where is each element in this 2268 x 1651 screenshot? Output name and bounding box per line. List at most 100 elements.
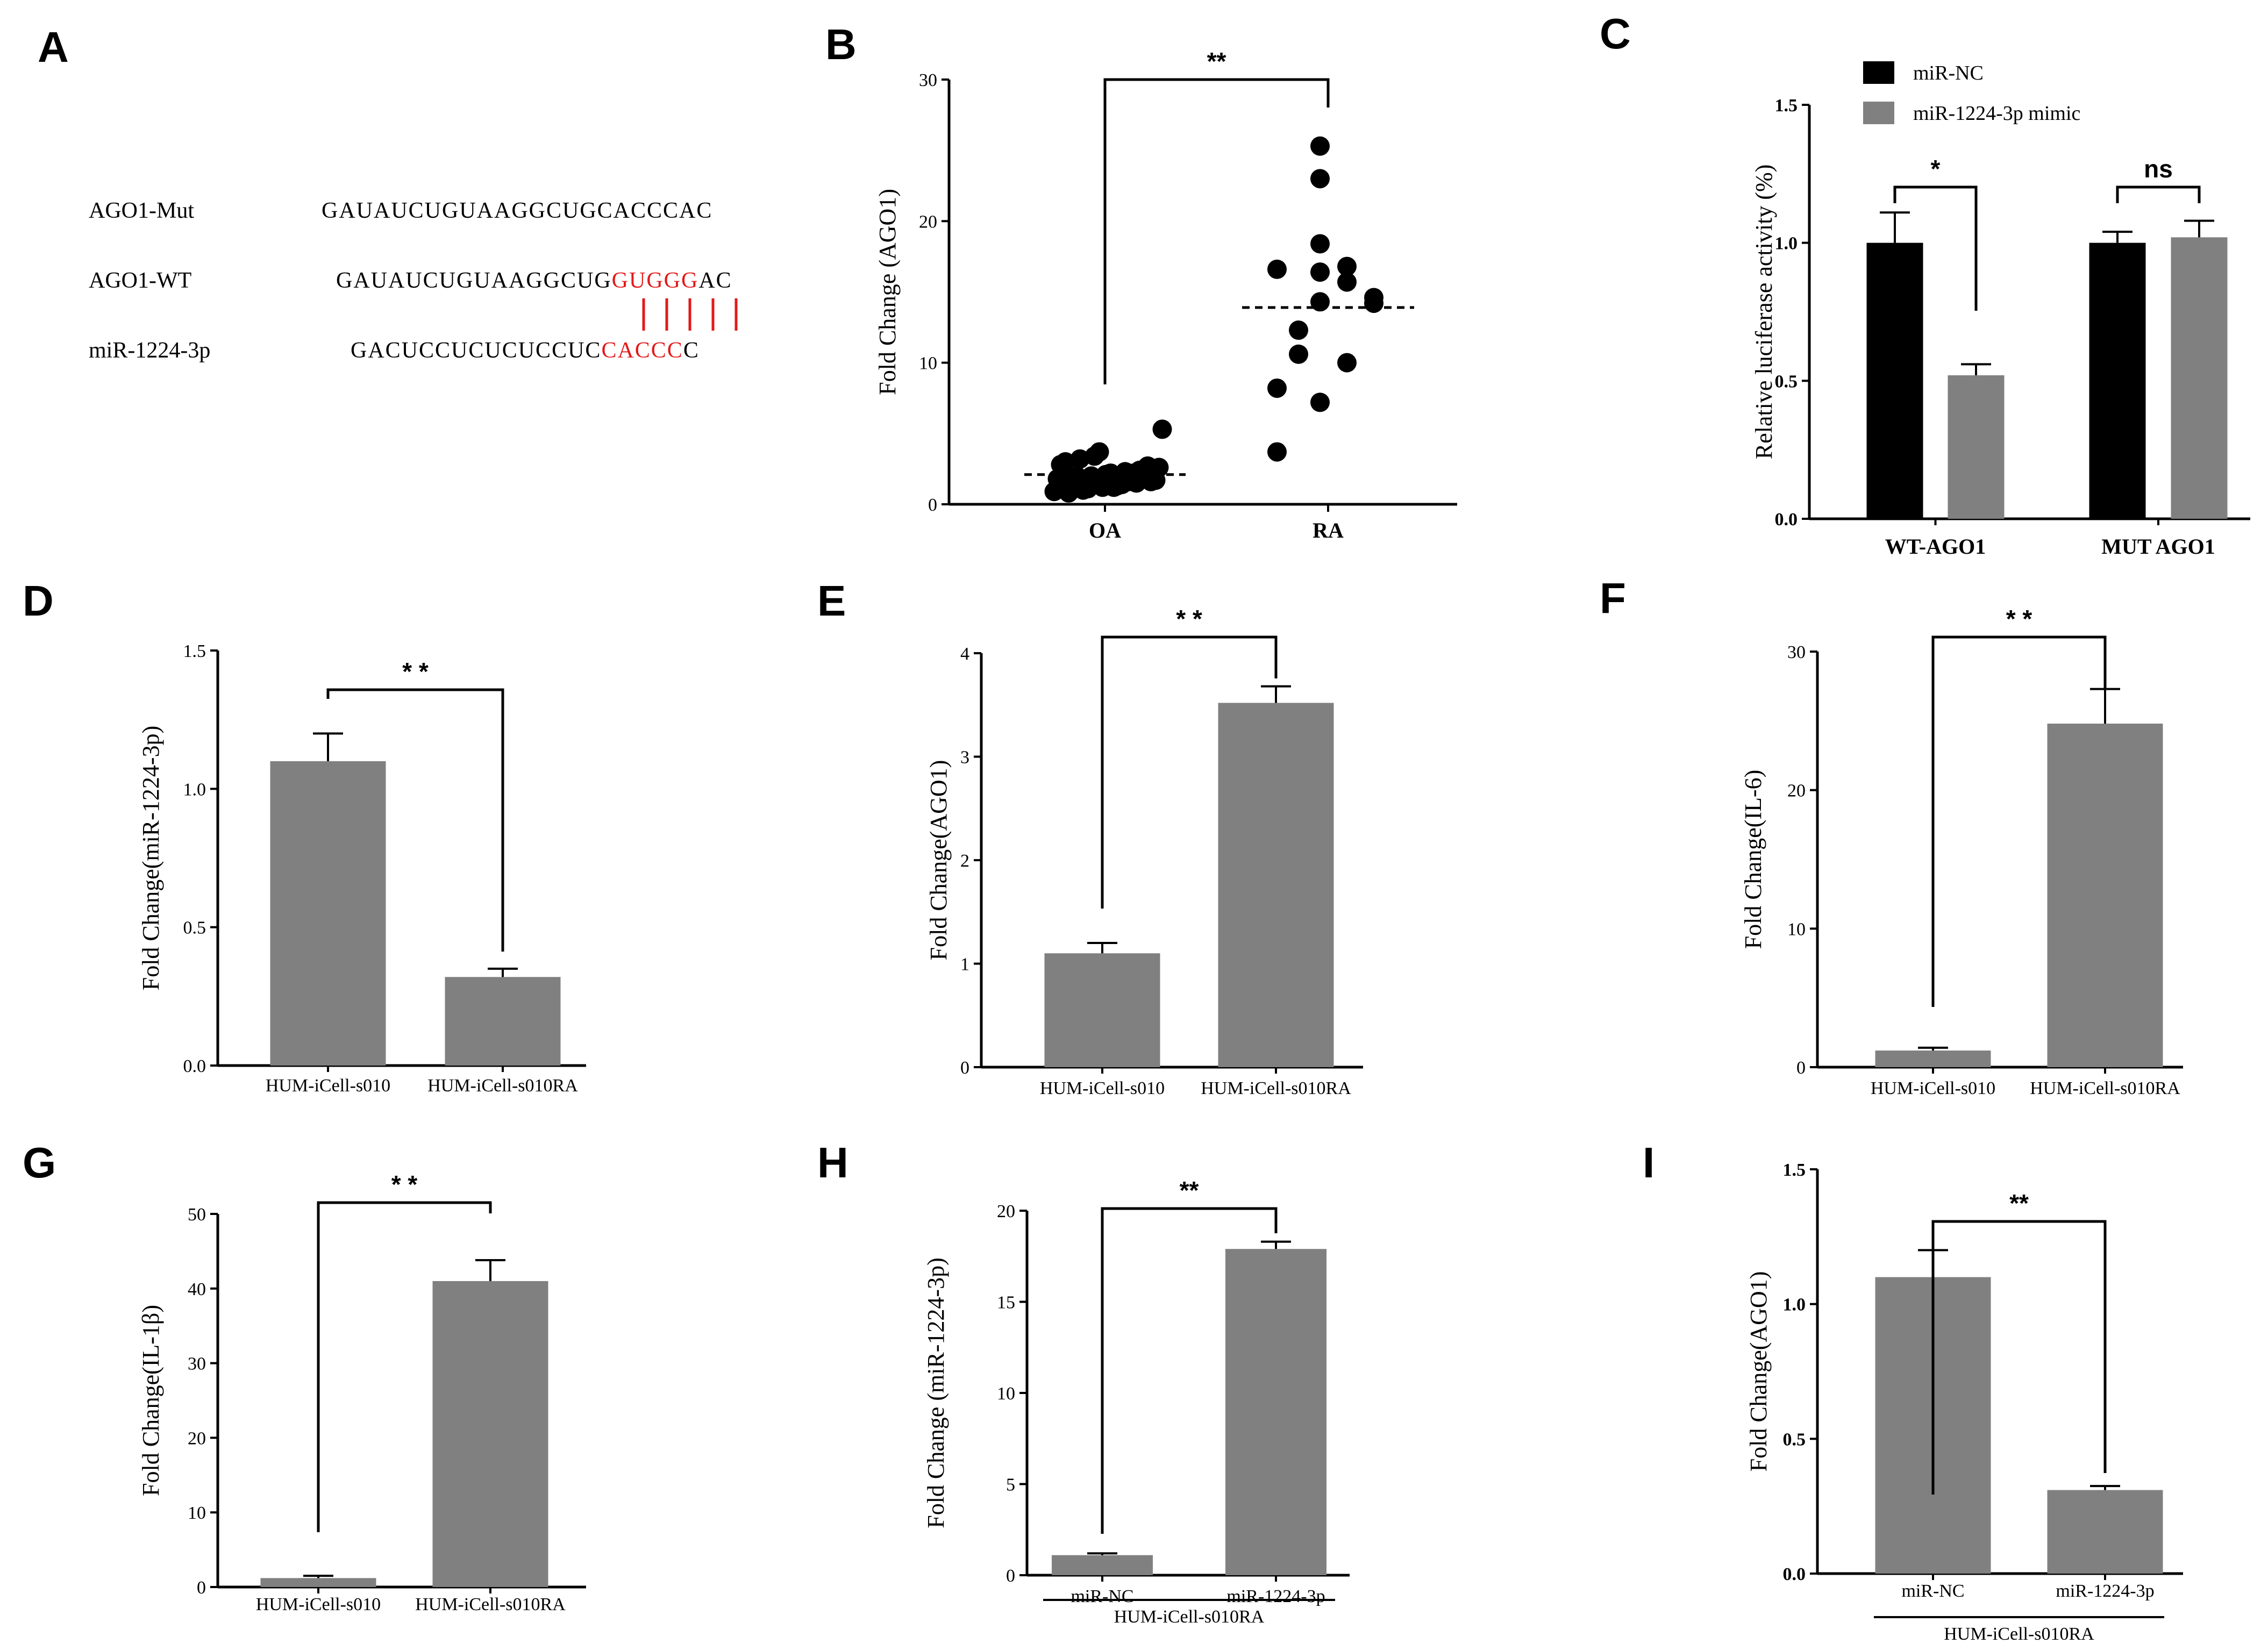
panel-label-A: A [38, 23, 69, 71]
x-category-label: miR-1224-3p [1226, 1586, 1325, 1606]
significance-bracket [2116, 185, 2201, 203]
y-tick-label: 1.5 [1775, 96, 1798, 116]
y-tick-label: 10 [1787, 919, 1806, 939]
data-point [1310, 262, 1330, 282]
group-label: HUM-iCell-s010RA [1944, 1624, 2094, 1644]
y-tick-label: 30 [919, 70, 937, 90]
seed-match-segment: GUGGG [612, 268, 699, 293]
panel-label-F: F [1600, 574, 1626, 622]
data-point [1337, 256, 1357, 276]
legend-swatch [1863, 61, 1894, 84]
bar [1225, 1249, 1326, 1575]
y-tick-label: 1.5 [183, 641, 206, 661]
data-point [1267, 378, 1287, 398]
x-category-label: HUM-iCell-s010 [256, 1595, 381, 1614]
seed-match-segment: CACCC [601, 338, 683, 363]
data-point [1067, 466, 1087, 486]
y-tick-label: 0.0 [1783, 1564, 1806, 1584]
x-category-label: HUM-iCell-s010 [1040, 1078, 1165, 1098]
bar [2047, 723, 2163, 1067]
y-tick-label: 5 [1006, 1475, 1015, 1495]
y-axis-label: Fold Change (miR-1224-3p) [923, 1257, 949, 1528]
bar [260, 1578, 376, 1587]
data-point [1289, 320, 1308, 340]
data-point [1152, 419, 1172, 439]
x-category-label: HUM-iCell-s010 [266, 1076, 390, 1096]
x-category-label: HUM-iCell-s010RA [2030, 1078, 2180, 1098]
bar [1218, 703, 1334, 1067]
significance-label: ** [2009, 1189, 2029, 1217]
data-point [1123, 463, 1143, 483]
bar [432, 1281, 548, 1587]
y-tick-label: 30 [188, 1354, 206, 1374]
x-category-label: miR-1224-3p [2056, 1581, 2154, 1601]
y-tick-label: 1.0 [183, 780, 206, 799]
data-point [1059, 483, 1079, 503]
x-category-label: HUM-iCell-s010RA [1201, 1078, 1351, 1098]
y-tick-label: 0 [960, 1058, 969, 1078]
data-point [1081, 466, 1101, 486]
x-category-label: miR-NC [1071, 1586, 1133, 1606]
sequence-segment: GAUAUCUGUAAGGCUGCACCCAC [322, 198, 712, 223]
y-tick-label: 20 [997, 1202, 1015, 1221]
sequence-text: GAUAUCUGUAAGGCUGCACCCAC [322, 198, 712, 223]
y-tick-label: 20 [1787, 781, 1806, 801]
panel-label-B: B [825, 20, 857, 68]
bar [2047, 1490, 2163, 1574]
y-tick-label: 1.5 [1783, 1160, 1806, 1180]
sequence-name: AGO1-WT [89, 268, 191, 293]
data-point [1310, 169, 1330, 189]
significance-bracket [326, 688, 504, 952]
y-tick-label: 1 [960, 955, 969, 975]
y-axis-label: Fold Change (AGO1) [874, 189, 901, 395]
sequence-name: miR-1224-3p [89, 338, 210, 363]
y-axis-label: Fold Change(IL-1β) [138, 1305, 164, 1496]
bar [1948, 375, 2005, 519]
significance-bracket [1931, 635, 2107, 1007]
panel-label-H: H [817, 1139, 848, 1187]
significance-label: * * [402, 657, 429, 685]
sequence-segment: AC [698, 268, 732, 293]
y-tick-label: 1.0 [1775, 234, 1798, 254]
significance-label: * * [1176, 605, 1202, 633]
y-tick-label: 0 [1006, 1566, 1015, 1586]
y-axis-label: Relative luciferase activity (%) [1751, 165, 1777, 460]
significance-bracket [1101, 1207, 1278, 1534]
data-point [1070, 449, 1090, 469]
data-point [1310, 136, 1330, 156]
x-category-label: miR-NC [1901, 1581, 1964, 1601]
significance-label: ns [2144, 155, 2173, 183]
group-label: HUM-iCell-s010RA [1114, 1607, 1265, 1627]
data-point [1337, 353, 1357, 373]
data-point [1289, 344, 1308, 364]
y-tick-label: 3 [960, 748, 969, 768]
panel-label-E: E [817, 577, 846, 625]
bar [1875, 1050, 1991, 1067]
y-axis-label: Fold Change(miR-1224-3p) [138, 726, 164, 991]
y-tick-label: 0.0 [183, 1056, 206, 1076]
x-category-label: RA [1313, 518, 1344, 542]
sequence-name: AGO1-Mut [89, 198, 194, 223]
y-tick-label: 0 [1796, 1058, 1806, 1078]
y-tick-label: 20 [919, 212, 937, 232]
significance-bracket [1101, 635, 1278, 909]
y-tick-label: 50 [188, 1205, 206, 1225]
x-category-label: OA [1089, 518, 1121, 542]
y-tick-label: 0.5 [1775, 371, 1798, 391]
y-tick-label: 15 [997, 1293, 1015, 1313]
legend-swatch [1863, 102, 1894, 124]
y-tick-label: 4 [960, 644, 969, 664]
y-tick-label: 1.0 [1783, 1295, 1806, 1315]
significance-label: * * [391, 1170, 418, 1198]
sequence-text: GACUCCUCUCUCCUCCACCCC [351, 338, 700, 363]
sequence-text: GAUAUCUGUAAGGCUGGUGGGAC [336, 268, 732, 293]
data-point [1310, 392, 1330, 412]
significance-bracket [317, 1201, 492, 1532]
x-category-label: HUM-iCell-s010 [1871, 1078, 1995, 1098]
y-tick-label: 10 [188, 1503, 206, 1523]
significance-label: * [1931, 155, 1941, 183]
bar [2089, 242, 2146, 519]
data-point [1089, 442, 1109, 462]
y-tick-label: 20 [188, 1428, 206, 1448]
panel-label-G: G [23, 1139, 56, 1187]
